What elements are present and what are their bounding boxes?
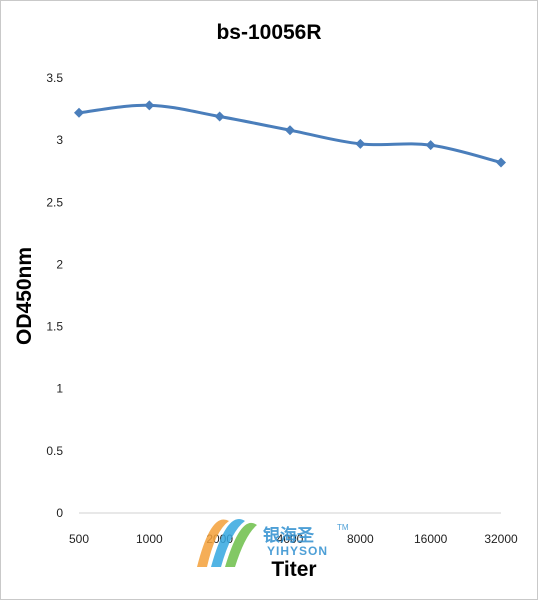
y-tick-label: 1 bbox=[56, 382, 63, 396]
watermark-en-text: YIHYSON bbox=[267, 544, 328, 558]
x-axis-label: Titer bbox=[271, 558, 316, 581]
data-point-marker bbox=[425, 140, 436, 151]
watermark-cn-text: 银海圣 bbox=[263, 525, 315, 546]
y-tick-label: 3.5 bbox=[46, 71, 63, 85]
data-point-marker bbox=[74, 107, 84, 118]
y-tick-label: 2.5 bbox=[46, 195, 63, 209]
x-tick-label: 8000 bbox=[347, 532, 374, 546]
x-tick-label: 32000 bbox=[484, 532, 518, 546]
x-tick-label: 16000 bbox=[414, 532, 448, 546]
y-tick-label: 1.5 bbox=[46, 320, 63, 334]
yihyson-logo-icon bbox=[197, 518, 257, 567]
y-tick-label: 0.5 bbox=[46, 444, 63, 458]
data-point-marker bbox=[496, 157, 506, 168]
x-tick-label: 500 bbox=[69, 532, 89, 546]
chart-title: bs-10056R bbox=[216, 21, 321, 44]
y-axis-label: OD450nm bbox=[13, 247, 36, 345]
watermark-tm: TM bbox=[337, 523, 349, 532]
x-tick-label: 1000 bbox=[136, 532, 163, 546]
y-axis-ticks: 0 0.5 1 1.5 2 2.5 3 3.5 bbox=[46, 71, 63, 520]
x-tick-label: 4000 bbox=[277, 532, 304, 546]
series-group bbox=[74, 100, 506, 168]
data-point-marker bbox=[355, 138, 366, 149]
y-tick-label: 0 bbox=[56, 506, 63, 520]
y-tick-label: 2 bbox=[56, 257, 63, 271]
y-tick-label: 3 bbox=[56, 133, 63, 147]
data-point-marker bbox=[285, 125, 295, 136]
data-point-marker bbox=[214, 111, 225, 122]
watermark-logo: 银海圣 TM YIHYSON bbox=[197, 518, 349, 567]
data-point-marker bbox=[144, 100, 155, 111]
